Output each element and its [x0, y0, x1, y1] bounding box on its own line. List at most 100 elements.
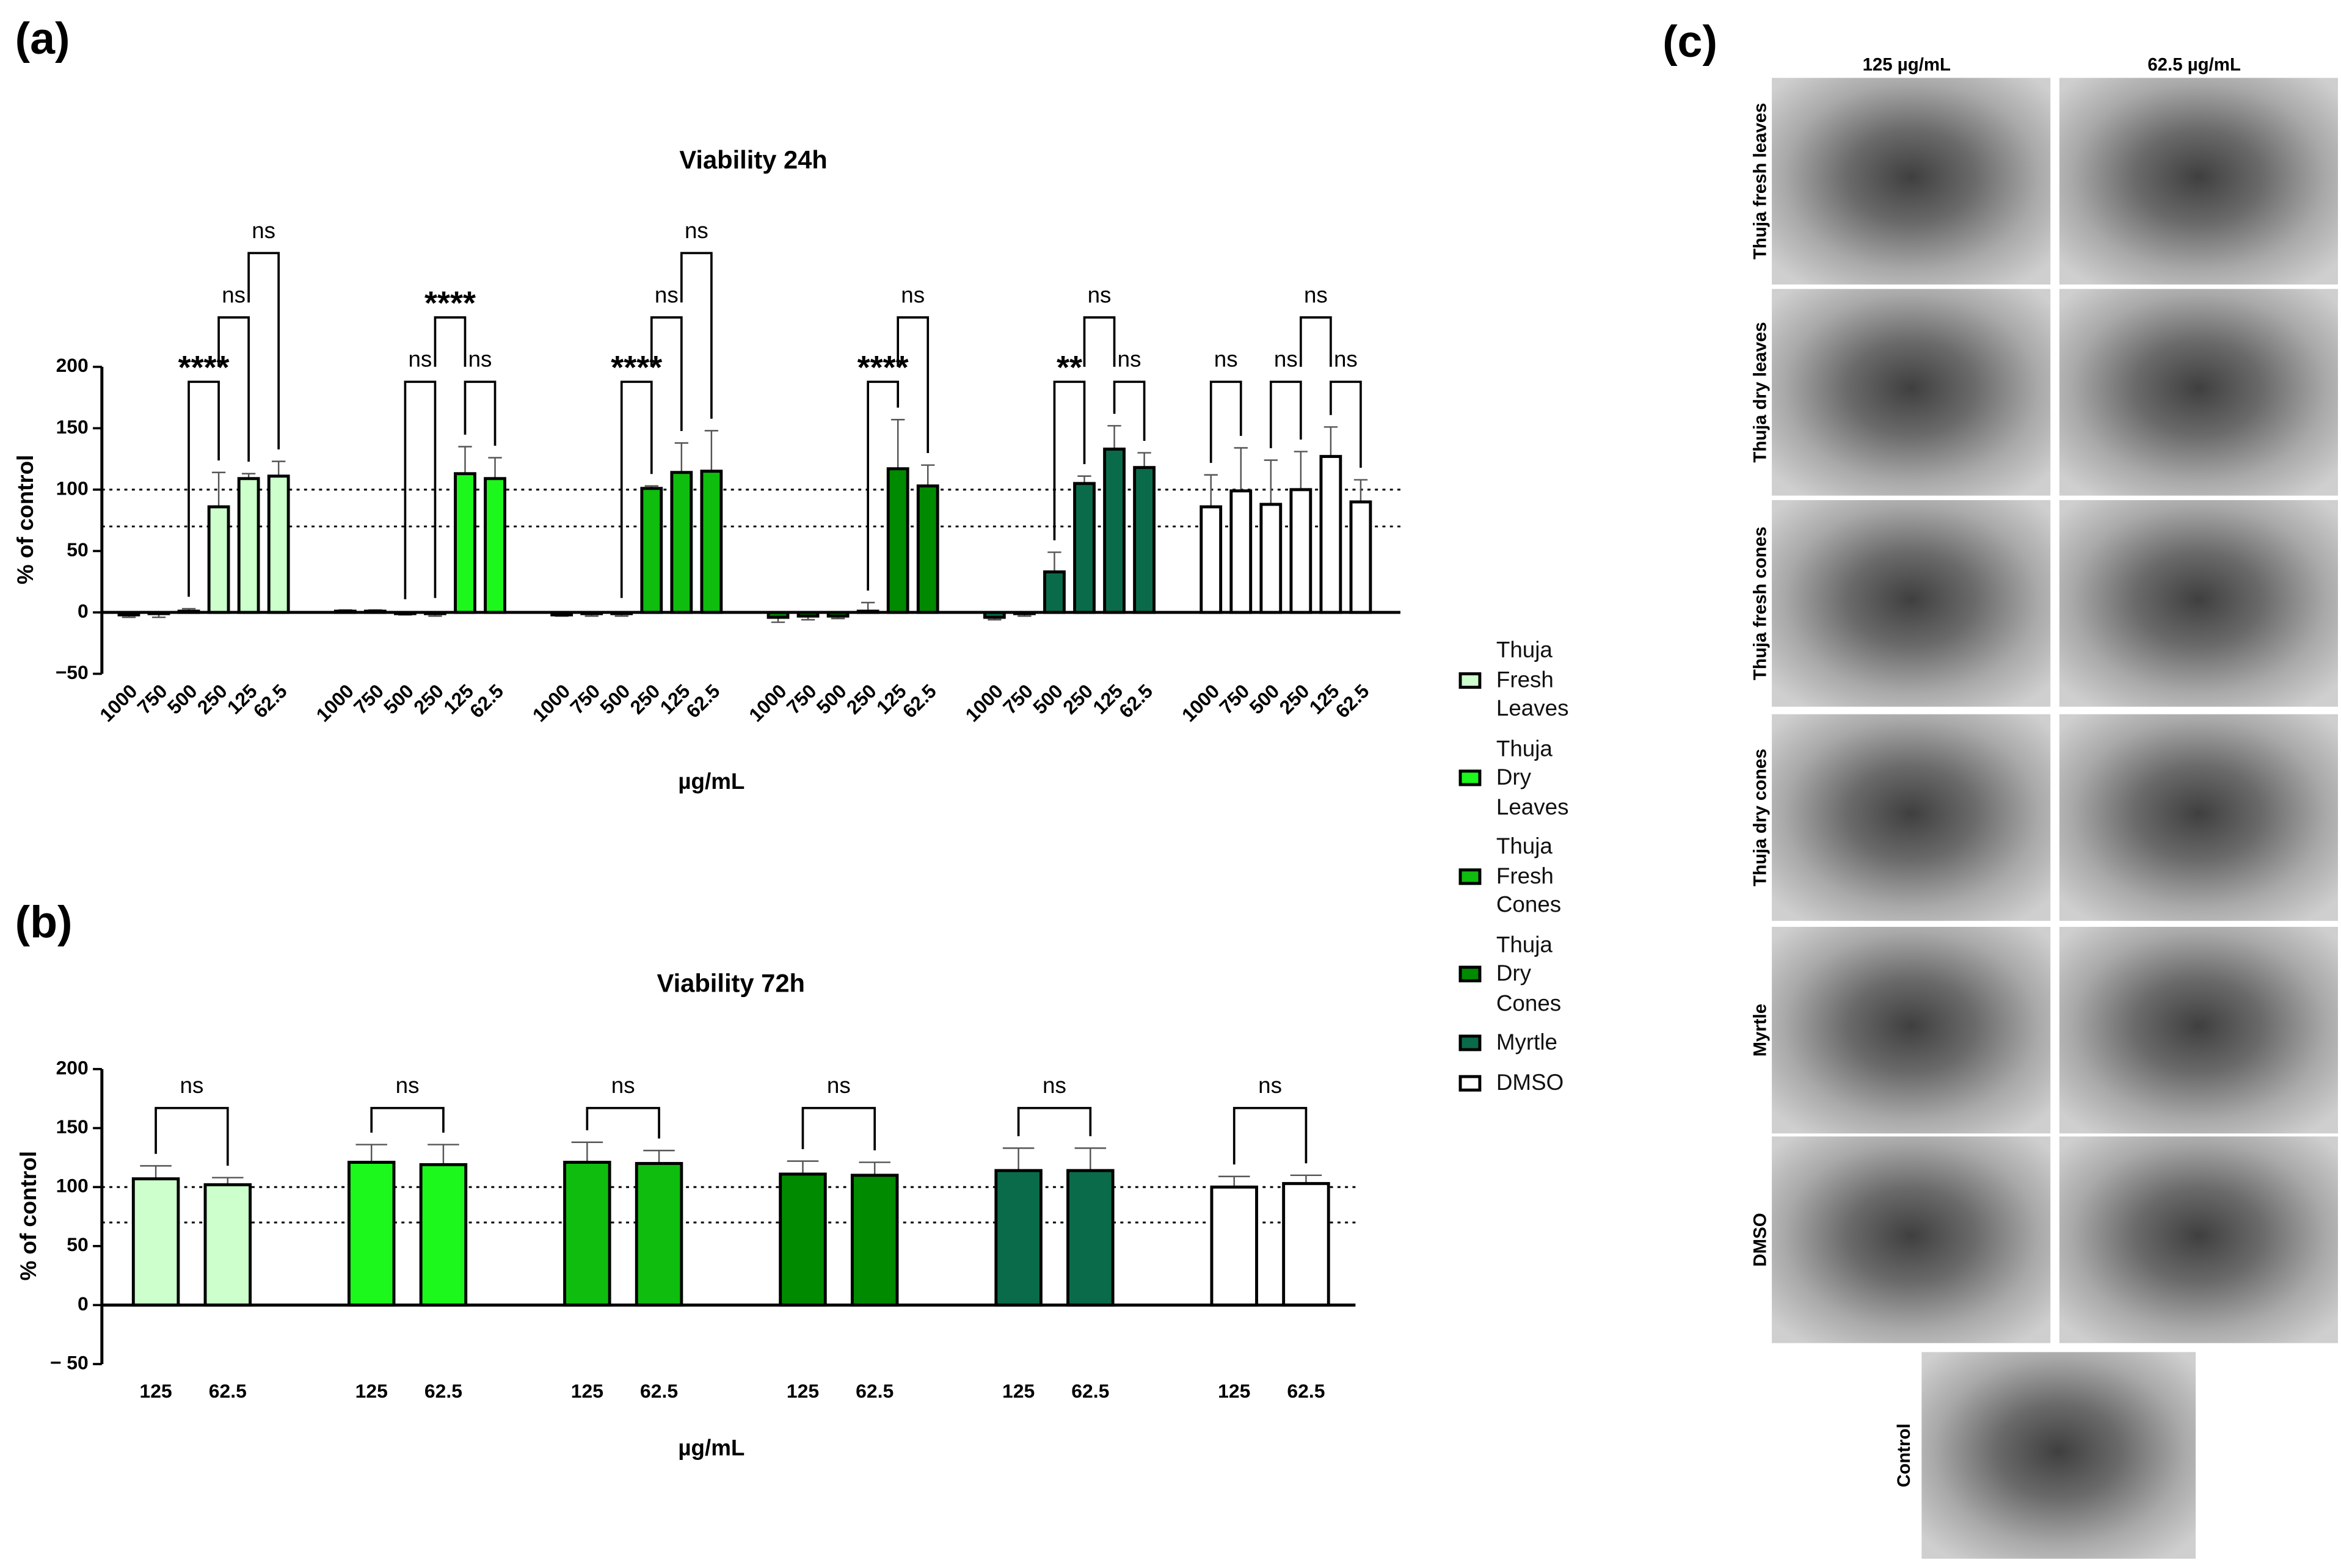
column-label: 62.5 µg/mL — [2147, 55, 2241, 75]
x-tick-label: 62.5 — [424, 1380, 462, 1402]
bar — [1210, 1185, 1258, 1307]
legend: Thuja Fresh Leaves Thuja Dry Leaves Thuja … — [1450, 636, 1629, 1097]
significance-bracket — [1232, 1106, 1308, 1165]
significance-bracket — [1083, 316, 1116, 367]
significance-label: ** — [1057, 349, 1082, 386]
row-label: Thuja fresh leaves — [1750, 103, 1771, 260]
significance-bracket — [1269, 380, 1302, 449]
legend-swatch — [1458, 770, 1482, 787]
bar — [700, 470, 723, 614]
bar — [419, 1163, 468, 1307]
x-tick-label: 62.5 — [209, 1380, 247, 1402]
bar — [207, 505, 230, 614]
significance-label: ns — [396, 1073, 420, 1098]
significance-label: ns — [611, 1073, 635, 1098]
bar — [1229, 489, 1253, 614]
significance-label: ns — [180, 1073, 204, 1098]
bar — [635, 1162, 683, 1307]
row-label: Control — [1894, 1423, 1914, 1487]
legend-label: Thuja Dry Cones — [1496, 932, 1562, 1016]
x-tick-label: 62.5 — [898, 680, 941, 722]
y-tick-label: 50 — [67, 539, 88, 561]
legend-swatch — [1458, 1075, 1482, 1092]
bar — [1103, 448, 1126, 614]
bar — [994, 1169, 1043, 1307]
y-tick-label: 0 — [78, 600, 89, 622]
bar — [1066, 1169, 1115, 1307]
significance-bracket — [680, 252, 713, 419]
micrograph — [2059, 289, 2339, 496]
significance-bracket — [1053, 380, 1086, 540]
significance-label: ns — [1043, 1073, 1066, 1098]
legend-label: Thuja Fresh Leaves — [1496, 637, 1569, 722]
significance-label: ns — [408, 347, 432, 372]
significance-label: **** — [424, 285, 476, 322]
significance-bracket — [620, 380, 653, 598]
bar — [1073, 482, 1096, 614]
significance-bracket — [650, 316, 683, 431]
micrograph — [1772, 78, 2051, 285]
bar — [454, 472, 476, 614]
bar — [347, 1161, 396, 1307]
micrograph — [1772, 289, 2051, 496]
y-tick-label: 0 — [78, 1293, 89, 1315]
bar — [916, 484, 939, 614]
legend-label: Thuja Dry Leaves — [1496, 736, 1569, 820]
x-tick-label: 125 — [140, 1380, 172, 1402]
panel-label: (a) — [15, 13, 70, 64]
bar — [1200, 505, 1223, 614]
micrograph — [2059, 500, 2339, 707]
significance-label: ns — [1334, 347, 1358, 372]
legend-entry: Thuja Dry Cones — [1450, 931, 1629, 1018]
x-tick-label: 125 — [355, 1380, 388, 1402]
legend-entry: Thuja Dry Leaves — [1450, 735, 1629, 822]
legend-swatch — [1458, 966, 1482, 983]
significance-bracket — [1209, 380, 1242, 463]
legend-swatch — [1458, 672, 1482, 689]
row-label: Thuja dry cones — [1750, 749, 1771, 887]
legend-entry: DMSO — [1450, 1069, 1629, 1098]
significance-bracket — [897, 316, 930, 454]
legend-swatch — [1458, 868, 1482, 885]
x-tick-label: 62.5 — [249, 680, 291, 722]
bar — [267, 474, 290, 614]
significance-label: **** — [857, 349, 909, 386]
significance-label: ns — [685, 218, 708, 243]
significance-bracket — [1300, 316, 1332, 367]
x-tick-label: 125 — [1002, 1380, 1035, 1402]
bar — [1259, 503, 1283, 614]
significance-bracket — [370, 1106, 445, 1133]
significance-label: ns — [1214, 347, 1238, 372]
x-tick-label: 125 — [787, 1380, 819, 1402]
x-axis-title: µg/mL — [678, 769, 745, 794]
legend-box: Thuja Fresh Leaves Thuja Dry Leaves Thuja … — [1450, 636, 1629, 1097]
row-label: Thuja fresh cones — [1750, 526, 1771, 680]
significance-bracket — [187, 380, 220, 597]
y-tick-label: 200 — [56, 1056, 89, 1078]
bar — [1319, 455, 1342, 614]
x-tick-label: 62.5 — [640, 1380, 678, 1402]
y-tick-label: −50 — [56, 661, 89, 683]
significance-bracket — [1113, 380, 1146, 441]
significance-label: ns — [1258, 1073, 1282, 1098]
micrograph — [2059, 78, 2339, 285]
significance-label: **** — [178, 349, 230, 386]
x-tick-label: 62.5 — [1287, 1380, 1325, 1402]
x-tick-label: 62.5 — [856, 1380, 894, 1402]
significance-bracket — [404, 380, 437, 600]
x-tick-label: 62.5 — [682, 680, 724, 722]
y-axis-title: % of control — [16, 1151, 41, 1280]
significance-bracket — [801, 1106, 876, 1150]
legend-label: Thuja Fresh Cones — [1496, 833, 1562, 918]
significance-bracket — [217, 316, 250, 462]
column-label: 125 µg/mL — [1863, 55, 1951, 75]
bar — [203, 1183, 252, 1307]
x-tick-label: 62.5 — [465, 680, 508, 722]
micrograph — [2059, 1136, 2339, 1343]
significance-bracket — [247, 252, 280, 450]
micrograph — [1772, 926, 2051, 1134]
x-tick-label: 62.5 — [1115, 680, 1157, 722]
legend-swatch — [1458, 1035, 1482, 1052]
significance-bracket — [434, 316, 467, 367]
